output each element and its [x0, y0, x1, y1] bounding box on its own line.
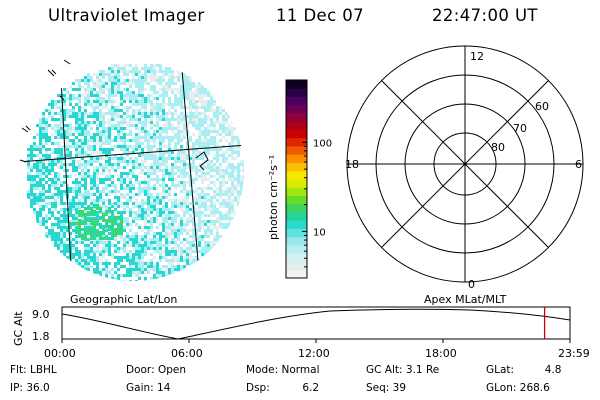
mlt-label-right: 6: [575, 158, 582, 171]
timeline-xtick: 18:00: [425, 347, 457, 360]
colorbar-band: [286, 187, 307, 196]
colorbar-tick-label: 100: [313, 138, 332, 149]
timeline-xtick: 06:00: [171, 347, 203, 360]
colorbar-band: [286, 261, 307, 271]
colorbar-band: [286, 104, 307, 114]
status-dsp: Dsp: 6.2: [246, 382, 320, 394]
status-filter: Flt: LBHL: [10, 364, 57, 376]
colorbar-band: [286, 220, 307, 229]
mlat-label-80: 80: [491, 141, 505, 154]
colorbar-gradient: [286, 80, 307, 279]
status-glat: GLat: 4.8: [486, 364, 562, 376]
colorbar-band: [286, 121, 307, 130]
mlt-label-top: 12: [470, 50, 484, 63]
colorbar-band: [286, 253, 307, 262]
timeline-xtick: 00:00: [44, 347, 76, 360]
timeline-xtick: 12:00: [298, 347, 330, 360]
status-glon: GLon: 268.6: [486, 382, 550, 394]
status-door: Door: Open: [126, 364, 186, 376]
status-mode: Mode: Normal: [246, 364, 320, 376]
colorbar-band: [286, 195, 307, 205]
colorbar-band: [286, 162, 307, 172]
longitude-line: [181, 69, 201, 281]
colorbar-band: [286, 236, 307, 246]
latitude-line: [24, 144, 244, 163]
status-gain: Gain: 14: [126, 382, 171, 394]
time-label: 22:47:00 UT: [432, 6, 538, 25]
colorbar-band: [286, 228, 307, 238]
colorbar-tick-label: 10: [313, 227, 326, 238]
coastline-fragments: [19, 59, 209, 171]
altitude-curve: [61, 308, 571, 340]
mlat-label-60: 60: [535, 100, 549, 113]
colorbar-band: [286, 113, 307, 122]
colorbar-band: [286, 129, 307, 139]
colorbar-ticks: 100 10: [302, 138, 332, 279]
colorbar-band: [286, 88, 307, 97]
colorbar-band: [286, 269, 307, 279]
colorbar-band: [286, 154, 307, 163]
date-label: 11 Dec 07: [276, 6, 365, 25]
polar-diagonal: [381, 80, 549, 248]
timeline-ytick-top: 9.0: [32, 308, 50, 321]
colorbar-band: [286, 96, 307, 106]
timeline-xtick: 23:59: [558, 347, 590, 360]
colorbar-unit-label: photon cm⁻²s⁻¹: [267, 155, 280, 240]
instrument-title: Ultraviolet Imager: [48, 6, 205, 25]
timeline-ylabel: GC Alt: [12, 311, 25, 346]
timeline-ytick-bottom: 1.8: [32, 330, 50, 343]
status-gc-alt: GC Alt: 3.1 Re: [366, 364, 440, 376]
colorbar-band: [286, 179, 307, 188]
mlat-label-70: 70: [513, 122, 527, 135]
mlt-label-bottom: 0: [468, 278, 475, 291]
colorbar-band: [286, 137, 307, 147]
geographic-panel-label: Geographic Lat/Lon: [70, 293, 178, 306]
colorbar-frame: [285, 79, 308, 279]
colorbar-band: [286, 80, 307, 89]
colorbar-band: [286, 203, 307, 213]
colorbar-band: [286, 146, 307, 155]
status-seq: Seq: 39: [366, 382, 407, 394]
status-ip: IP: 36.0: [10, 382, 50, 394]
colorbar-band: [286, 245, 307, 254]
colorbar-band: [286, 170, 307, 180]
mlt-label-left: 18: [345, 158, 359, 171]
apex-panel-label: Apex MLat/MLT: [424, 293, 507, 306]
colorbar-band: [286, 212, 307, 221]
